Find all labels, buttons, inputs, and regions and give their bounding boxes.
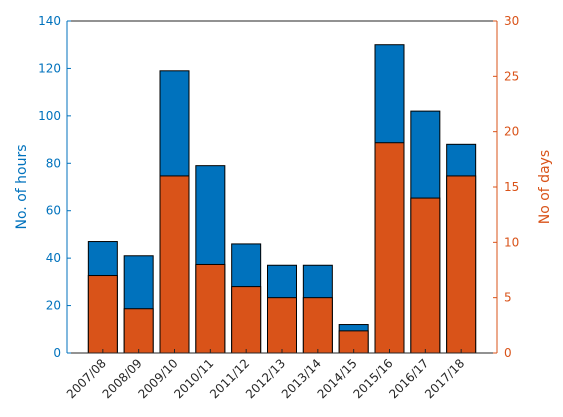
left-tick-label-3: 60 [46,204,61,218]
right-tick-label-6: 30 [504,14,519,28]
bar-days-10 [446,175,477,354]
right-tick-label-3: 15 [504,180,519,194]
bar-days-3 [195,263,226,354]
right-tick-label-5: 25 [504,69,519,83]
x-tick-label-10: 2017/18 [422,356,467,401]
right-axis-label: No of days [537,150,553,224]
left-tick-label-7: 140 [38,14,61,28]
left-axis-label: No. of hours [14,145,30,230]
left-tick-label-6: 120 [38,61,61,75]
right-tick-label-2: 10 [504,235,519,249]
left-tick-label-1: 20 [46,299,61,313]
bar-days-5 [267,297,297,354]
days-bars [87,142,477,354]
bar-days-2 [159,175,190,354]
bar-days-4 [231,286,262,354]
bar-days-1 [123,308,154,354]
bar-days-0 [87,275,118,354]
left-tick-label-0: 0 [53,346,61,360]
bar-days-8 [374,142,405,354]
bar-days-6 [302,297,333,354]
right-tick-label-0: 0 [504,346,512,360]
left-tick-label-4: 80 [46,156,61,170]
left-tick-label-5: 100 [38,109,61,123]
right-tick-label-4: 20 [504,125,519,139]
left-tick-label-2: 40 [46,251,61,265]
right-tick-label-1: 5 [504,291,512,305]
bar-days-9 [410,197,441,354]
